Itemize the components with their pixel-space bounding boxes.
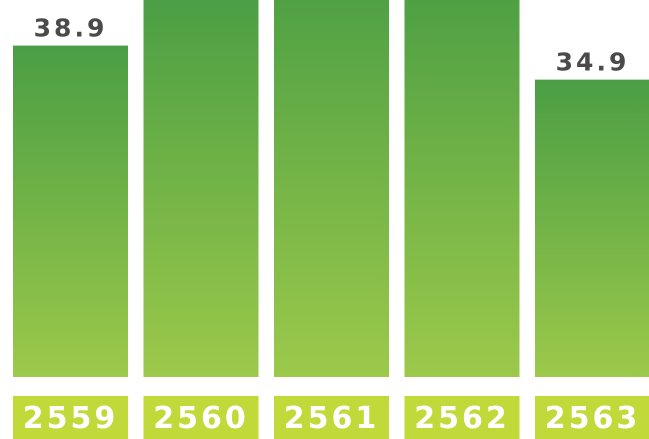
bar-2562 bbox=[404, 0, 520, 377]
bar-2563 bbox=[535, 79, 649, 377]
category-label-2563: 2563 bbox=[545, 401, 641, 436]
category-box-2559 bbox=[13, 396, 128, 439]
value-labels-group: 38.944.747.746.834.9 bbox=[34, 14, 630, 77]
category-box-2560 bbox=[143, 396, 259, 439]
bar-2559 bbox=[13, 45, 128, 378]
category-label-2559: 2559 bbox=[23, 401, 119, 436]
value-label-2563: 34.9 bbox=[556, 48, 630, 77]
category-label-2562: 2562 bbox=[414, 401, 510, 436]
category-box-2563 bbox=[535, 396, 649, 439]
category-label-2561: 2561 bbox=[284, 401, 380, 436]
bar-2561 bbox=[274, 0, 389, 377]
value-label-2559: 38.9 bbox=[34, 14, 108, 43]
category-box-2561 bbox=[274, 396, 389, 439]
bars-group bbox=[13, 0, 649, 378]
category-label-2560: 2560 bbox=[153, 401, 249, 436]
category-box-2562 bbox=[404, 396, 520, 439]
category-boxes-group: 2559 2560 2561 2562 2563 bbox=[13, 396, 649, 439]
bar-2560 bbox=[143, 0, 259, 377]
